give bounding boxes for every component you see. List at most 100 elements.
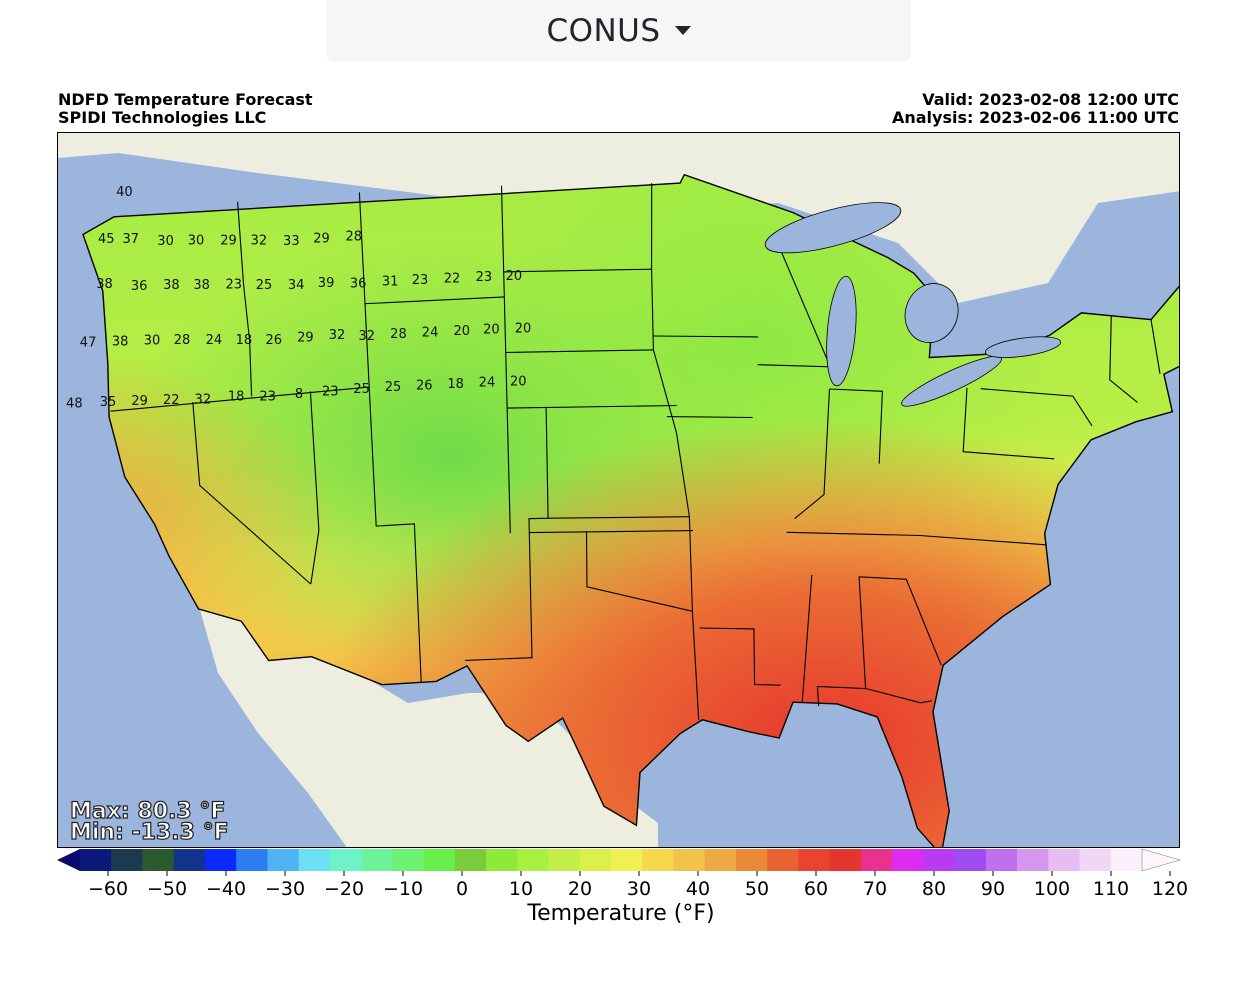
colorbar-segment xyxy=(423,849,456,871)
colorbar-segment xyxy=(829,849,862,871)
temperature-label: 18 xyxy=(447,377,464,392)
temperature-label: 45 xyxy=(98,232,115,247)
colorbar-segment xyxy=(735,849,768,871)
state-border-line xyxy=(859,576,942,666)
colorbar-tick-label: 90 xyxy=(981,878,1005,900)
temperature-label: 47 xyxy=(80,335,97,350)
temperature-map: 40 45 37 30 30 29 32 33 29 28 38 36 38 38 23 25 34 39 36 31… xyxy=(57,132,1180,848)
colorbar-segment xyxy=(173,849,206,871)
lake xyxy=(984,336,1062,358)
map-title-line2: SPIDI Technologies LLC xyxy=(58,108,267,127)
colorbar-tick-label: 110 xyxy=(1093,878,1129,900)
temperature-label: 30 xyxy=(188,234,205,249)
colorbar-segment xyxy=(1048,849,1081,871)
colorbar-title: Temperature (°F) xyxy=(527,901,715,926)
temperature-label: 20 xyxy=(506,269,523,284)
temperature-label: 32 xyxy=(251,234,268,249)
colorbar-tick-label: −20 xyxy=(324,878,364,900)
temperature-label: 34 xyxy=(288,278,305,293)
temperature-label: 20 xyxy=(453,324,470,339)
temperature-label: 36 xyxy=(131,279,148,294)
colorbar-extend-low xyxy=(57,849,80,871)
temperature-label: 38 xyxy=(193,278,210,293)
temperature-label: 26 xyxy=(265,333,282,348)
colorbar-segment xyxy=(1079,849,1112,871)
temperature-label: 35 xyxy=(100,395,117,410)
map-times: Valid: 2023-02-08 12:00 UTC Analysis: 20… xyxy=(892,91,1179,127)
temperature-label: 25 xyxy=(256,278,273,293)
temperature-label: 30 xyxy=(144,334,161,349)
colorbar-tick-label: 70 xyxy=(863,878,887,900)
temperature-label: 24 xyxy=(422,325,439,340)
colorbar-tick-label: −40 xyxy=(206,878,246,900)
max-temp-readout: Max: 80.3 °F xyxy=(69,799,226,824)
colorbar-segment xyxy=(298,849,331,871)
state-border-line xyxy=(192,401,312,585)
state-border-line xyxy=(980,388,1093,427)
temperature-label: 28 xyxy=(174,333,191,348)
colorbar-segment xyxy=(642,849,674,871)
region-select-label: CONUS xyxy=(546,13,661,49)
colorbar-tick-label: −60 xyxy=(88,878,128,900)
region-select-dropdown[interactable]: CONUS xyxy=(326,0,911,62)
colorbar-segment xyxy=(923,849,956,871)
state-border-line xyxy=(548,516,690,519)
temperature-label: 39 xyxy=(318,276,335,291)
temperature-label: 38 xyxy=(112,334,129,349)
state-border-line xyxy=(801,574,813,703)
colorbar-tick-label: 30 xyxy=(627,878,651,900)
temperature-label: 28 xyxy=(390,327,407,342)
temperature-label: 25 xyxy=(385,380,402,395)
temperature-label: 20 xyxy=(483,323,500,338)
colorbar-segment xyxy=(361,849,393,871)
state-border-line xyxy=(1109,315,1138,403)
colorbar-segment xyxy=(454,849,487,871)
colorbar-segment xyxy=(204,849,237,871)
colorbar-segment xyxy=(236,849,268,871)
state-border-line xyxy=(503,268,652,273)
temperature-label: 25 xyxy=(353,382,370,397)
map-title-line1: NDFD Temperature Forecast xyxy=(58,90,313,109)
temperature-label: 29 xyxy=(131,394,148,409)
colorbar-segment xyxy=(985,849,1018,871)
temperature-label: 28 xyxy=(345,229,362,244)
colorbar: −60 −50 −40 −30 −20 −10 0 10 20 30 40 50 60 70 80 90 100… xyxy=(57,848,1188,900)
state-border-line xyxy=(651,183,700,720)
map-title: NDFD Temperature Forecast SPIDI Technolo… xyxy=(58,91,313,127)
state-border-line xyxy=(653,335,759,338)
colorbar-tick-label: 0 xyxy=(456,878,468,900)
colorbar-segment xyxy=(1017,849,1049,871)
colorbar-tick-label: 80 xyxy=(922,878,946,900)
canada-landmass xyxy=(58,133,1179,303)
valid-time: Valid: 2023-02-08 12:00 UTC xyxy=(922,90,1179,109)
colorbar-tick-label: 120 xyxy=(1152,878,1188,900)
state-border-line xyxy=(865,687,932,704)
colorbar-segment xyxy=(1110,849,1143,871)
state-border-line xyxy=(829,388,883,464)
temperature-label: 22 xyxy=(444,271,461,286)
colorbar-segment xyxy=(111,849,143,871)
state-border-line xyxy=(786,531,1046,546)
temperature-label: 40 xyxy=(116,185,133,200)
state-border-line xyxy=(110,386,370,412)
state-border-line xyxy=(500,185,511,534)
temperature-label: 29 xyxy=(313,232,330,247)
temperature-label: 32 xyxy=(329,328,346,343)
temperature-label: 37 xyxy=(123,232,140,247)
lake xyxy=(904,283,959,344)
colorbar-segment xyxy=(673,849,706,871)
colorbar-tick-label: −30 xyxy=(265,878,305,900)
colorbar-segment xyxy=(611,849,643,871)
caret-down-icon xyxy=(674,25,691,35)
state-border-line xyxy=(816,576,867,707)
state-borders xyxy=(110,183,1161,720)
state-border-line xyxy=(1150,319,1161,374)
colorbar-tick-label: 60 xyxy=(804,878,828,900)
colorbar-segment xyxy=(80,849,112,871)
lake xyxy=(764,202,902,254)
colorbar-segment xyxy=(798,849,831,871)
temperature-label: 32 xyxy=(359,329,376,344)
temperature-label: 31 xyxy=(382,274,399,289)
colorbar-segments xyxy=(57,848,1182,872)
temperature-label: 23 xyxy=(412,273,429,288)
